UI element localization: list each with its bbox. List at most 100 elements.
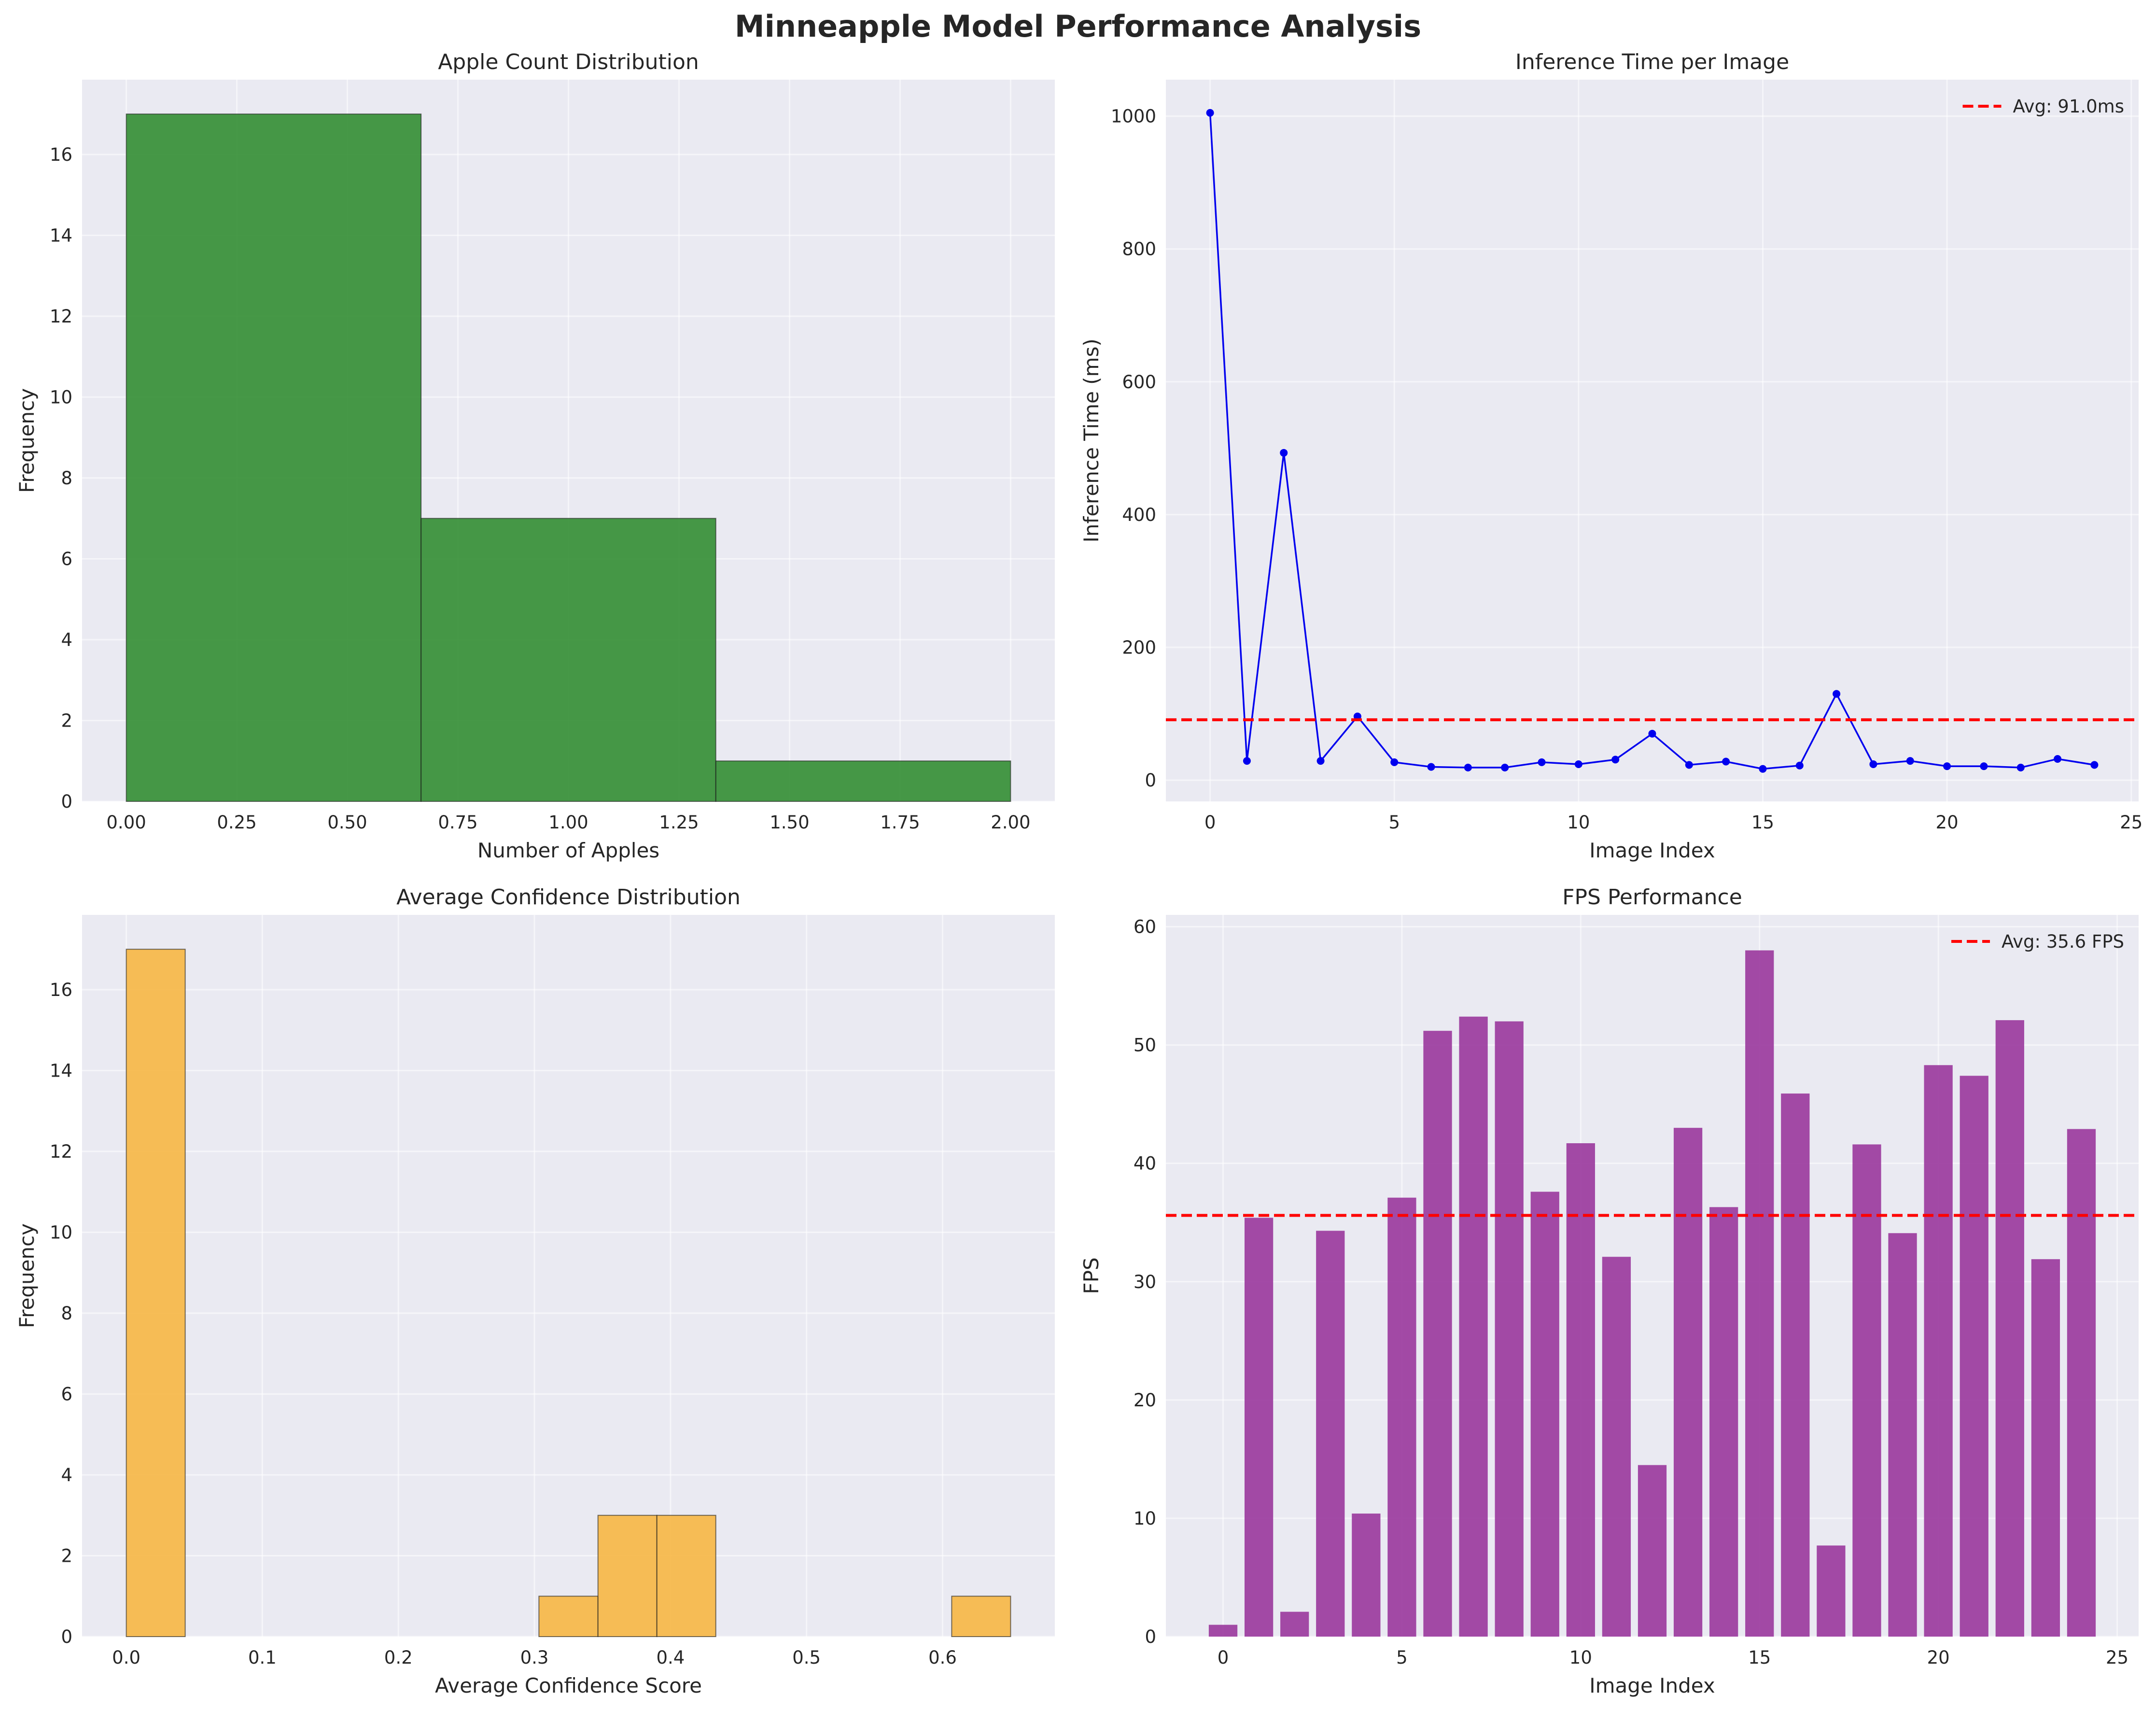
- x-tick-label: 1.00: [548, 812, 588, 833]
- subplot-title: Apple Count Distribution: [438, 50, 699, 74]
- y-tick-label: 20: [1134, 1390, 1156, 1411]
- fps-bar: [1817, 1545, 1846, 1637]
- x-tick-label: 5: [1388, 812, 1400, 833]
- x-tick-label: 0.50: [327, 812, 367, 833]
- x-tick-label: 2.00: [991, 812, 1030, 833]
- x-tick-label: 0.6: [928, 1647, 957, 1668]
- fps-bar: [1566, 1143, 1595, 1637]
- inference-time-point: [1427, 763, 1435, 771]
- y-axis-label: Frequency: [15, 388, 39, 493]
- inference-time-point: [1464, 763, 1472, 771]
- fps-bar: [1530, 1191, 1559, 1637]
- y-tick-label: 10: [50, 1222, 72, 1243]
- inference-time-point: [2016, 763, 2025, 771]
- fps-bar: [1208, 1625, 1238, 1637]
- inference-time-point: [1611, 756, 1620, 764]
- fps-bar: [1280, 1612, 1309, 1637]
- x-tick-label: 15: [1751, 812, 1774, 833]
- inference-time-point: [1943, 762, 1951, 771]
- fps-bar: [1960, 1076, 1988, 1637]
- y-tick-label: 14: [50, 225, 72, 246]
- histogram-bar: [126, 949, 186, 1637]
- inference-time-point: [2054, 755, 2062, 763]
- histogram-bar: [951, 1596, 1011, 1638]
- y-tick-label: 0: [1145, 1626, 1156, 1647]
- y-axis-label: FPS: [1079, 1257, 1103, 1294]
- x-tick-label: 25: [2106, 1647, 2128, 1668]
- histogram-bar: [715, 760, 1011, 802]
- y-tick-label: 800: [1122, 239, 1156, 260]
- y-tick-label: 2: [61, 1545, 72, 1566]
- fps-bar: [1459, 1016, 1488, 1637]
- fps-bar: [1602, 1257, 1631, 1637]
- x-tick-label: 15: [1748, 1647, 1771, 1668]
- histogram-bar: [538, 1596, 599, 1638]
- legend-entry: Avg: 35.6 FPS: [2002, 931, 2124, 952]
- x-tick-label: 5: [1396, 1647, 1408, 1668]
- plot-area: [82, 915, 1055, 1637]
- x-tick-label: 10: [1567, 812, 1590, 833]
- fps-bar: [1423, 1031, 1452, 1637]
- fps-bar: [1673, 1128, 1703, 1637]
- fps-bar: [1352, 1514, 1381, 1637]
- x-tick-label: 0: [1204, 812, 1216, 833]
- y-tick-label: 16: [50, 980, 72, 1000]
- histogram-bar: [420, 518, 716, 802]
- x-tick-label: 0: [1218, 1647, 1229, 1668]
- y-tick-label: 50: [1134, 1035, 1156, 1056]
- y-tick-label: 10: [1134, 1508, 1156, 1529]
- inference-time-point: [1280, 449, 1288, 457]
- inference-time-point: [1648, 729, 1656, 738]
- fps-bar: [1781, 1093, 1810, 1637]
- x-tick-label: 0.75: [438, 812, 477, 833]
- x-tick-label: 0.5: [792, 1647, 821, 1668]
- fps-bar: [2031, 1259, 2060, 1637]
- x-tick-label: 0.2: [384, 1647, 413, 1668]
- y-tick-label: 8: [61, 468, 72, 489]
- histogram-bar: [126, 113, 422, 802]
- inference-time-point: [1206, 109, 1214, 117]
- subplot-title: Average Confidence Distribution: [396, 885, 741, 910]
- legend: Avg: 35.6 FPS: [1951, 931, 2124, 952]
- x-tick-label: 0.00: [106, 812, 146, 833]
- inference-time-point: [1869, 760, 1877, 768]
- y-tick-label: 16: [50, 144, 72, 165]
- inference-time-point: [1685, 761, 1693, 769]
- y-tick-label: 12: [50, 1141, 72, 1162]
- y-tick-label: 0: [61, 1626, 72, 1647]
- inference-time-point: [1980, 762, 1988, 771]
- plot-area: [1166, 80, 2139, 801]
- x-axis-label: Image Index: [1589, 839, 1715, 862]
- y-tick-label: 200: [1122, 637, 1156, 658]
- fps-bar: [1924, 1065, 1953, 1637]
- inference-time-point: [1243, 757, 1251, 765]
- x-tick-label: 0.4: [656, 1647, 685, 1668]
- fps-bar: [1495, 1021, 1524, 1637]
- x-tick-label: 0.25: [217, 812, 256, 833]
- x-axis-label: Number of Apples: [477, 839, 659, 862]
- y-tick-label: 8: [61, 1303, 72, 1324]
- x-tick-label: 25: [2120, 812, 2142, 833]
- inference-time-point: [1574, 760, 1582, 768]
- y-tick-label: 600: [1122, 372, 1156, 392]
- y-axis-label: Inference Time (ms): [1079, 338, 1103, 542]
- inference-time-point: [1906, 757, 1914, 765]
- x-tick-label: 1.50: [770, 812, 809, 833]
- y-tick-label: 0: [1145, 770, 1156, 791]
- fps-bar: [1387, 1197, 1416, 1637]
- y-tick-label: 10: [50, 387, 72, 407]
- x-tick-label: 10: [1569, 1647, 1592, 1668]
- fps-bar: [1995, 1020, 2024, 1637]
- histogram-bar: [597, 1514, 658, 1637]
- x-tick-label: 0.1: [248, 1647, 277, 1668]
- y-tick-label: 1000: [1111, 106, 1156, 127]
- y-axis-label: Frequency: [15, 1223, 39, 1328]
- fps-bar: [1244, 1218, 1274, 1637]
- legend-entry: Avg: 91.0ms: [2013, 96, 2124, 117]
- y-tick-label: 30: [1134, 1272, 1156, 1292]
- x-axis-label: Average Confidence Score: [435, 1674, 702, 1697]
- fps-bar: [1316, 1231, 1345, 1637]
- y-tick-label: 0: [61, 791, 72, 812]
- inference-time-point: [1795, 761, 1804, 770]
- x-tick-label: 0.0: [112, 1647, 140, 1668]
